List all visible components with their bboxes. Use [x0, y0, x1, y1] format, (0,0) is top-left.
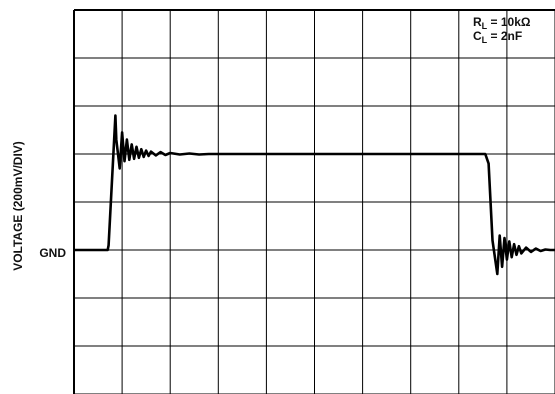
annotation-cl: CL = 2nF: [473, 29, 522, 45]
annotation-cl-rest: = 2nF: [487, 29, 522, 43]
annotation-rl-rest: = 10kΩ: [487, 15, 531, 29]
y-axis-label: VOLTAGE (200mV/DIV): [11, 141, 25, 271]
annotation-cl-base: C: [473, 29, 482, 43]
annotation-rl: RL = 10kΩ: [473, 15, 531, 31]
annotation-rl-sub: L: [482, 21, 488, 31]
voltage-trace: [74, 114, 555, 276]
traces: [74, 114, 555, 276]
grid: [73, 9, 555, 394]
annotation-cl-sub: L: [482, 35, 488, 45]
gnd-label: GND: [39, 246, 66, 260]
annotation-rl-base: R: [473, 15, 482, 29]
